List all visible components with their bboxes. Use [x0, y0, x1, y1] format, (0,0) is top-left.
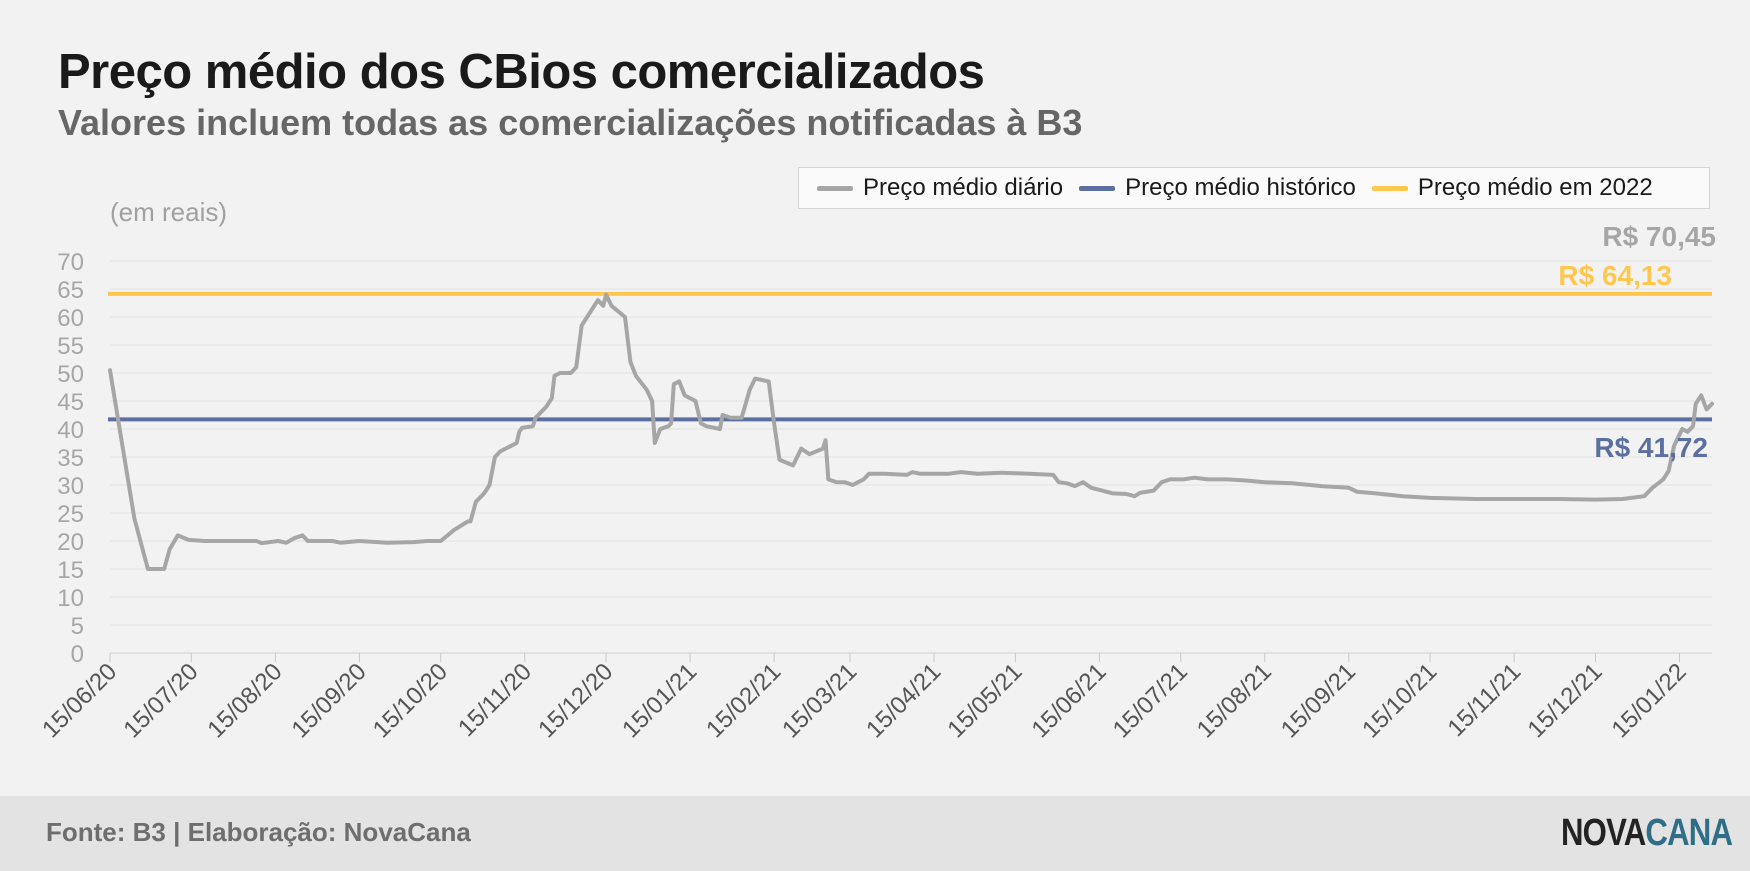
y-axis-label: (em reais) [110, 197, 227, 227]
x-tick-label-13: 15/07/21 [1108, 658, 1193, 743]
source-note: Fonte: B3 | Elaboração: NovaCana [46, 817, 471, 847]
x-tick-label-1: 15/07/20 [118, 658, 203, 743]
legend-item-2022: Preço médio em 2022 [1371, 174, 1653, 202]
x-tick-label-0: 15/06/20 [37, 658, 122, 743]
legend-swatch-daily [817, 185, 853, 191]
logo-part-cana: CANA [1645, 812, 1733, 854]
x-tick-label-8: 15/02/21 [701, 658, 786, 743]
legend-item-historic: Preço médio histórico [1079, 174, 1356, 202]
average-2022-label: R$ 64,13 [1558, 260, 1672, 291]
y-tick-label-45: 45 [57, 389, 84, 416]
y-tick-label-50: 50 [57, 361, 84, 388]
x-tick-label-7: 15/01/21 [617, 658, 702, 743]
legend-label-2022: Preço médio em 2022 [1417, 174, 1653, 201]
x-tick-label-18: 15/12/21 [1523, 658, 1608, 743]
chart-subtitle: Valores incluem todas as comercializaçõe… [58, 102, 1083, 143]
y-tick-label-20: 20 [57, 529, 84, 556]
y-tick-label-5: 5 [71, 613, 84, 640]
y-tick-label-35: 35 [57, 445, 84, 472]
y-tick-label-15: 15 [57, 557, 84, 584]
y-tick-label-25: 25 [57, 501, 84, 528]
y-tick-label-55: 55 [57, 333, 84, 360]
legend-label-daily: Preço médio diário [863, 174, 1064, 201]
y-tick-label-65: 65 [57, 277, 84, 304]
x-tick-label-14: 15/08/21 [1192, 658, 1277, 743]
legend-item-daily: Preço médio diário [817, 174, 1063, 202]
legend-swatch-historic [1079, 185, 1116, 191]
legend-swatch-2022 [1371, 185, 1408, 191]
y-tick-label-60: 60 [57, 305, 84, 332]
y-tick-label-0: 0 [71, 641, 84, 668]
logo-part-nova: NOVA [1561, 812, 1646, 854]
chart-legend: Preço médio diário Preço médio histórico… [798, 167, 1710, 209]
x-tick-label-17: 15/11/21 [1442, 658, 1526, 742]
historic-average-label: R$ 41,72 [1594, 432, 1708, 463]
x-tick-label-15: 15/09/21 [1276, 658, 1361, 743]
y-tick-label-10: 10 [57, 585, 84, 612]
x-tick-label-11: 15/05/21 [942, 658, 1027, 743]
chart-title: Preço médio dos CBios comercializados [58, 45, 985, 99]
y-tick-label-30: 30 [57, 473, 84, 500]
daily-price-line [108, 292, 1714, 571]
x-tick-label-5: 15/11/20 [453, 658, 537, 742]
x-tick-label-10: 15/04/21 [861, 658, 946, 743]
x-tick-label-3: 15/09/20 [286, 658, 371, 743]
y-tick-label-40: 40 [57, 417, 84, 444]
x-tick-label-12: 15/06/21 [1026, 658, 1111, 743]
last-value-label: R$ 70,45 [1602, 221, 1716, 252]
x-tick-label-19: 15/01/22 [1607, 658, 1692, 743]
x-tick-label-16: 15/10/21 [1357, 658, 1442, 743]
x-tick-label-4: 15/10/20 [368, 658, 453, 743]
footer: Fonte: B3 | Elaboração: NovaCana NOVACAN… [0, 796, 1750, 871]
novacana-logo: NOVACANA [1561, 812, 1733, 855]
y-tick-label-70: 70 [57, 249, 84, 276]
x-tick-label-2: 15/08/20 [202, 658, 287, 743]
legend-label-historic: Preço médio histórico [1125, 174, 1356, 201]
x-tick-label-9: 15/03/21 [777, 658, 862, 743]
x-tick-label-6: 15/12/20 [533, 658, 618, 743]
